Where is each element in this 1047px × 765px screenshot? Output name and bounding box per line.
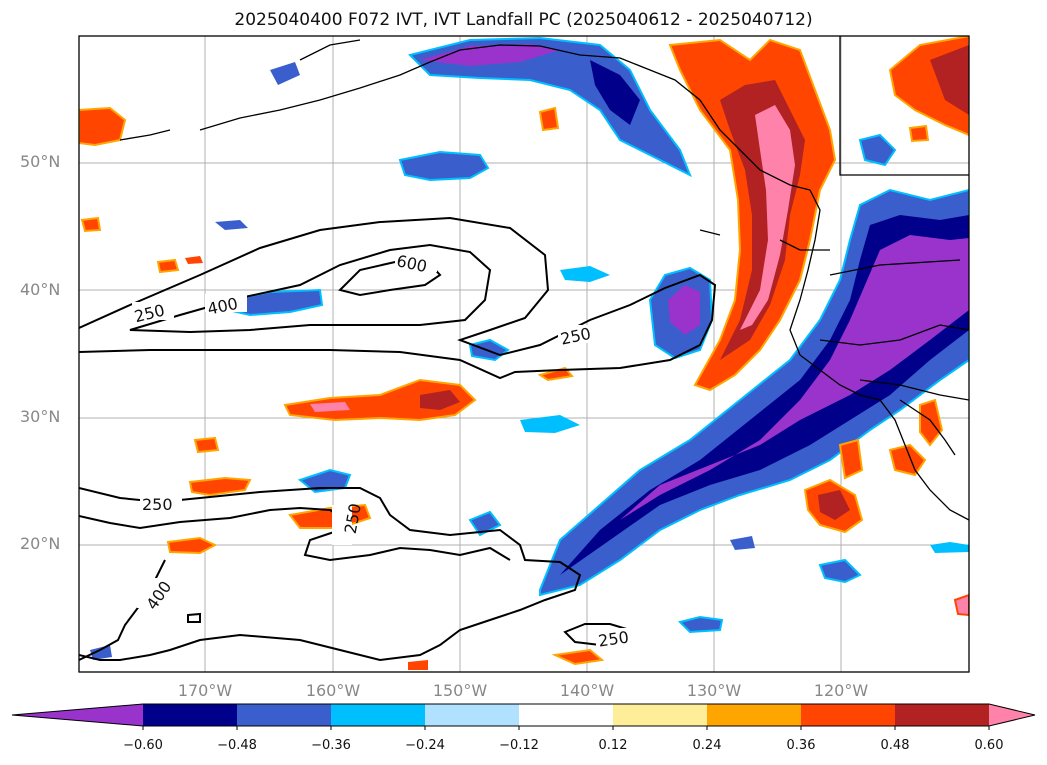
colorbar-extend-right <box>989 704 1035 726</box>
colorbar-tick-label: 0.60 <box>974 738 1004 753</box>
colorbar-tick-label: 0.12 <box>598 738 628 753</box>
colorbar-extend-left <box>12 704 143 726</box>
contour-label-250-c: 250 <box>142 495 173 514</box>
colorbar-swatch <box>331 704 426 726</box>
colorbar-tick-label: 0.48 <box>880 738 910 753</box>
colorbar-swatch <box>613 704 708 726</box>
colorbar-swatch <box>801 704 896 726</box>
lon-label-170w: 170°W <box>177 681 233 700</box>
plot-area: 250 400 600 250 250 250 400 250 <box>79 36 969 672</box>
colorbar-tick-label: 0.24 <box>692 738 722 753</box>
lon-label-140w: 140°W <box>559 681 615 700</box>
lon-label-150w: 150°W <box>432 681 488 700</box>
colorbar-tick-label: −0.36 <box>311 738 351 753</box>
positive-pc-region <box>79 36 969 670</box>
colorbar-tick-label: −0.24 <box>405 738 445 753</box>
colorbar-swatch <box>237 704 332 726</box>
map-title: 2025040400 F072 IVT, IVT Landfall PC (20… <box>234 10 813 30</box>
contour-label-250-e: 250 <box>597 627 630 650</box>
lat-label-50n: 50°N <box>20 152 61 171</box>
lat-label-30n: 30°N <box>20 407 61 426</box>
colorbar-swatch <box>425 704 520 726</box>
lon-label-160w: 160°W <box>305 681 361 700</box>
colorbar-swatch <box>707 704 802 726</box>
colorbar-swatch <box>519 704 614 726</box>
coastlines <box>119 36 969 521</box>
colorbar-swatch <box>143 704 238 726</box>
colorbar-tick-label: −0.12 <box>499 738 539 753</box>
lon-label-120w: 120°W <box>813 681 869 700</box>
lon-label-130w: 130°W <box>686 681 742 700</box>
lat-label-40n: 40°N <box>20 280 61 299</box>
colorbar-tick-label: 0.36 <box>786 738 816 753</box>
plot-frame <box>78 35 970 673</box>
lat-label-20n: 20°N <box>20 534 61 553</box>
colorbar <box>11 703 1036 730</box>
colorbar-swatch <box>895 704 990 726</box>
colorbar-tick-label: −0.48 <box>217 738 257 753</box>
colorbar-tick-label: −0.60 <box>123 738 163 753</box>
